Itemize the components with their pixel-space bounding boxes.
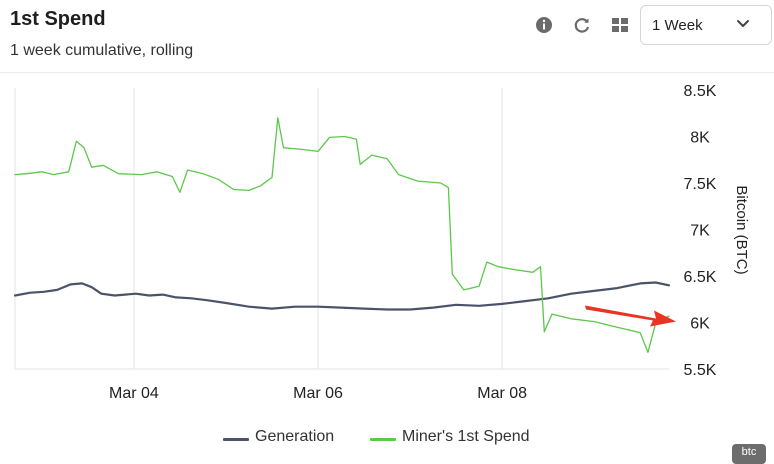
y-tick-label: 7K: [690, 223, 710, 240]
y-tick-label: 7.5K: [684, 176, 717, 193]
chart-header: 1st Spend 1 week cumulative, rolling 1 W…: [0, 0, 774, 73]
y-axis-label: Bitcoin (BTC): [733, 185, 750, 274]
range-select[interactable]: 1 Week: [640, 5, 772, 45]
legend-swatch: [223, 438, 249, 441]
legend-label: Generation: [255, 428, 335, 445]
page-subtitle: 1 week cumulative, rolling: [10, 42, 194, 59]
series-line-miners-first-spend: [14, 117, 670, 353]
line-chart: Mar 04 Mar 06 Mar 08 5.5K 6K 6.5K 7K 7.5K 8K 8.5…: [13, 83, 750, 402]
legend-item-generation[interactable]: Generation: [223, 428, 353, 448]
chart-legend: Generation Miner's 1st Spend: [0, 424, 774, 452]
range-select-value: 1 Week: [652, 17, 703, 34]
chevron-down-icon: [737, 20, 749, 27]
series-line-generation: [13, 281, 671, 311]
x-tick-label: Mar 08: [477, 385, 527, 402]
x-tick-label: Mar 04: [109, 385, 159, 402]
y-tick-label: 6.5K: [684, 269, 717, 286]
y-tick-label: 5.5K: [684, 362, 717, 379]
refresh-icon[interactable]: [571, 14, 593, 36]
series-lines: [13, 117, 671, 353]
y-tick-label: 8K: [690, 130, 710, 147]
page-title: 1st Spend: [10, 8, 106, 30]
red-arrow: [585, 305, 676, 327]
legend-swatch: [370, 438, 396, 441]
x-tick-label: Mar 06: [293, 385, 343, 402]
y-axis-ticks: 5.5K 6K 6.5K 7K 7.5K 8K 8.5K: [684, 83, 717, 379]
grid-lines: [14, 88, 669, 370]
info-icon[interactable]: [533, 14, 555, 36]
y-tick-label: 6K: [690, 316, 710, 333]
legend-label: Miner's 1st Spend: [402, 428, 530, 445]
annotation-arrow: [585, 305, 676, 327]
grid-icon[interactable]: [609, 14, 631, 36]
legend-item-miners-first-spend[interactable]: Miner's 1st Spend: [370, 428, 550, 448]
x-axis-ticks: Mar 04 Mar 06 Mar 08: [109, 385, 527, 402]
corner-badge: btc: [732, 444, 766, 464]
y-tick-label: 8.5K: [684, 83, 717, 100]
